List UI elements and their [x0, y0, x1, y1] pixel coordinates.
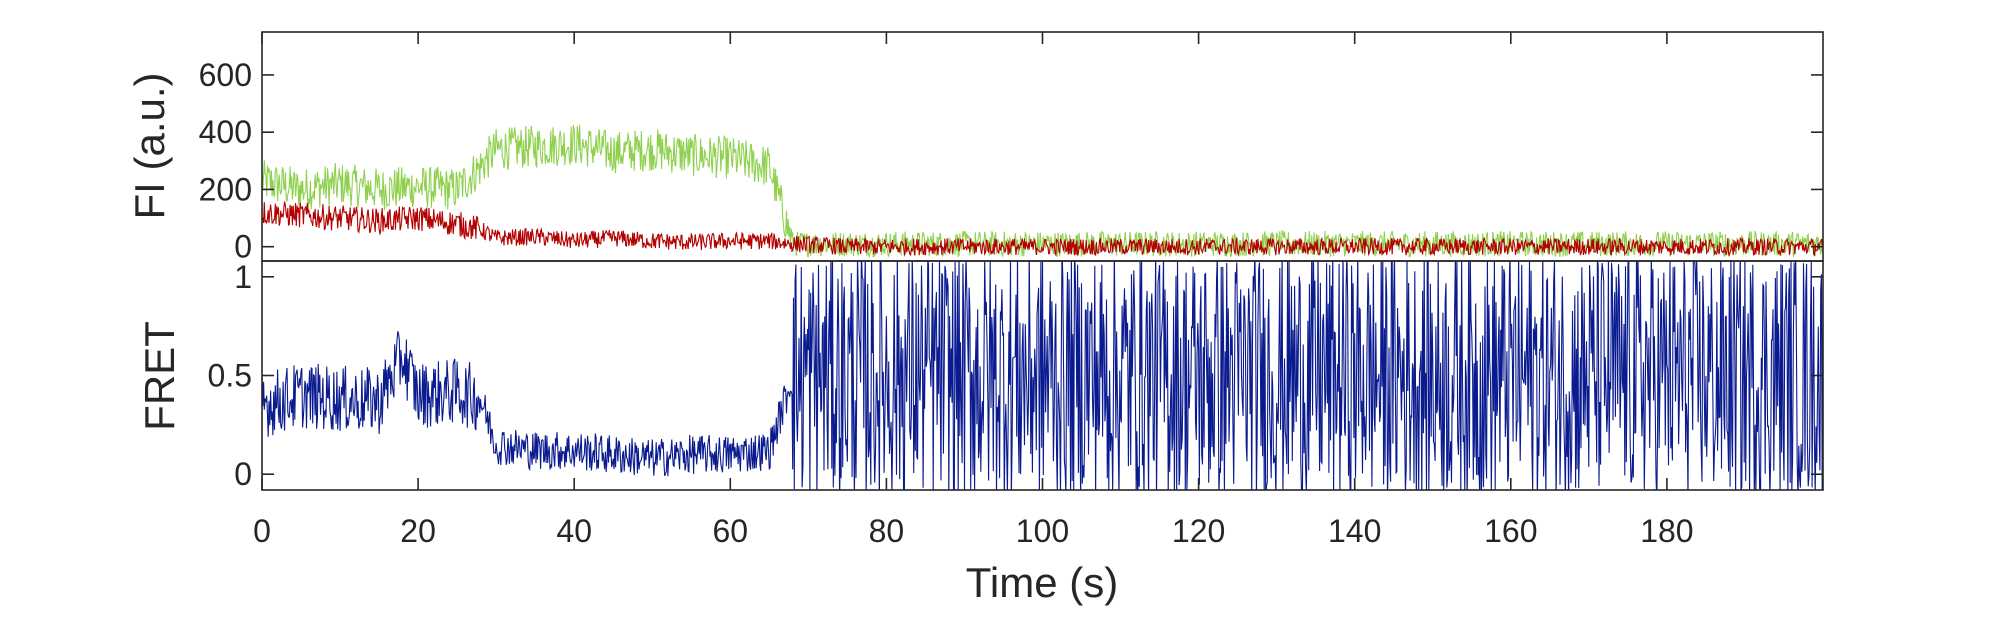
- fluorescence-series-line-0: [262, 124, 1823, 259]
- fret-traces: [262, 261, 1823, 490]
- fluorescence-y-ticks: 0 200 400 600: [199, 57, 1823, 265]
- fret-series-line-0: [262, 261, 1823, 490]
- fluorescence-series-line-1: [262, 201, 1823, 258]
- fluorescence-y-axis-label: FI (a.u.): [126, 72, 173, 219]
- fret-y-tick-label: 0: [234, 456, 252, 492]
- time-x-axis-label: Time (s): [966, 559, 1118, 606]
- fret-y-axis-label: FRET: [136, 321, 183, 431]
- time-x-tick-label: 80: [869, 513, 905, 549]
- time-x-tick-label: 40: [556, 513, 592, 549]
- fret-y-ticks: 00.51: [208, 259, 1823, 492]
- fluorescence-y-tick-label: 200: [199, 171, 252, 207]
- time-x-tick-label: 100: [1016, 513, 1069, 549]
- time-x-tick-label: 0: [253, 513, 271, 549]
- fret-y-tick-label: 1: [234, 259, 252, 295]
- fluorescence-y-tick-label: 0: [234, 229, 252, 265]
- time-x-tick-label: 180: [1640, 513, 1693, 549]
- fluorescence-y-tick-label: 600: [199, 57, 252, 93]
- time-x-tick-label: 60: [713, 513, 749, 549]
- fret-panel: 00.51 0 20 40 60 80 100 120 140 160 180 FRET Time…: [136, 32, 1824, 606]
- fluorescence-panel: 0 200 400 600 FI (a.u.): [126, 31, 1824, 265]
- fluorescence-y-tick-label: 400: [199, 114, 252, 150]
- fret-y-tick-label: 0.5: [208, 358, 252, 394]
- time-x-tick-label: 140: [1328, 513, 1381, 549]
- fluorescence-axes-frame: [261, 31, 1824, 262]
- fluorescence-traces: [262, 124, 1823, 259]
- time-x-tick-label: 120: [1172, 513, 1225, 549]
- time-x-tick-label: 20: [400, 513, 436, 549]
- time-x-ticks: 0 20 40 60 80 100 120 140 160 180: [253, 32, 1694, 549]
- time-x-tick-label: 160: [1484, 513, 1537, 549]
